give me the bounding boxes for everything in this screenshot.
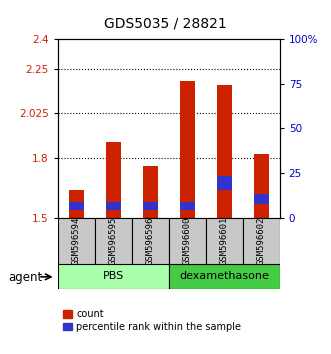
Text: agent: agent: [8, 272, 42, 284]
Text: GSM596601: GSM596601: [220, 217, 229, 265]
Bar: [254, 154, 269, 218]
Bar: [132, 218, 169, 264]
Bar: [69, 202, 84, 210]
Text: GDS5035 / 28821: GDS5035 / 28821: [104, 16, 227, 30]
Text: GSM596602: GSM596602: [257, 217, 266, 265]
Text: PBS: PBS: [103, 272, 124, 281]
Bar: [243, 218, 280, 264]
Bar: [106, 202, 121, 210]
Bar: [169, 218, 206, 264]
Text: GSM596594: GSM596594: [72, 217, 81, 265]
Bar: [169, 264, 280, 289]
Bar: [217, 176, 232, 190]
Bar: [217, 85, 232, 218]
Text: GSM596595: GSM596595: [109, 217, 118, 265]
Bar: [58, 218, 95, 264]
Bar: [180, 202, 195, 210]
Text: GSM596596: GSM596596: [146, 217, 155, 265]
Bar: [69, 190, 84, 218]
Bar: [206, 218, 243, 264]
Legend: count, percentile rank within the sample: count, percentile rank within the sample: [63, 309, 241, 332]
Bar: [95, 218, 132, 264]
Bar: [58, 264, 169, 289]
Text: GSM596600: GSM596600: [183, 217, 192, 265]
Bar: [143, 166, 158, 218]
Bar: [254, 194, 269, 204]
Bar: [180, 81, 195, 218]
Text: dexamethasone: dexamethasone: [179, 272, 269, 281]
Bar: [143, 202, 158, 210]
Bar: [106, 142, 121, 218]
